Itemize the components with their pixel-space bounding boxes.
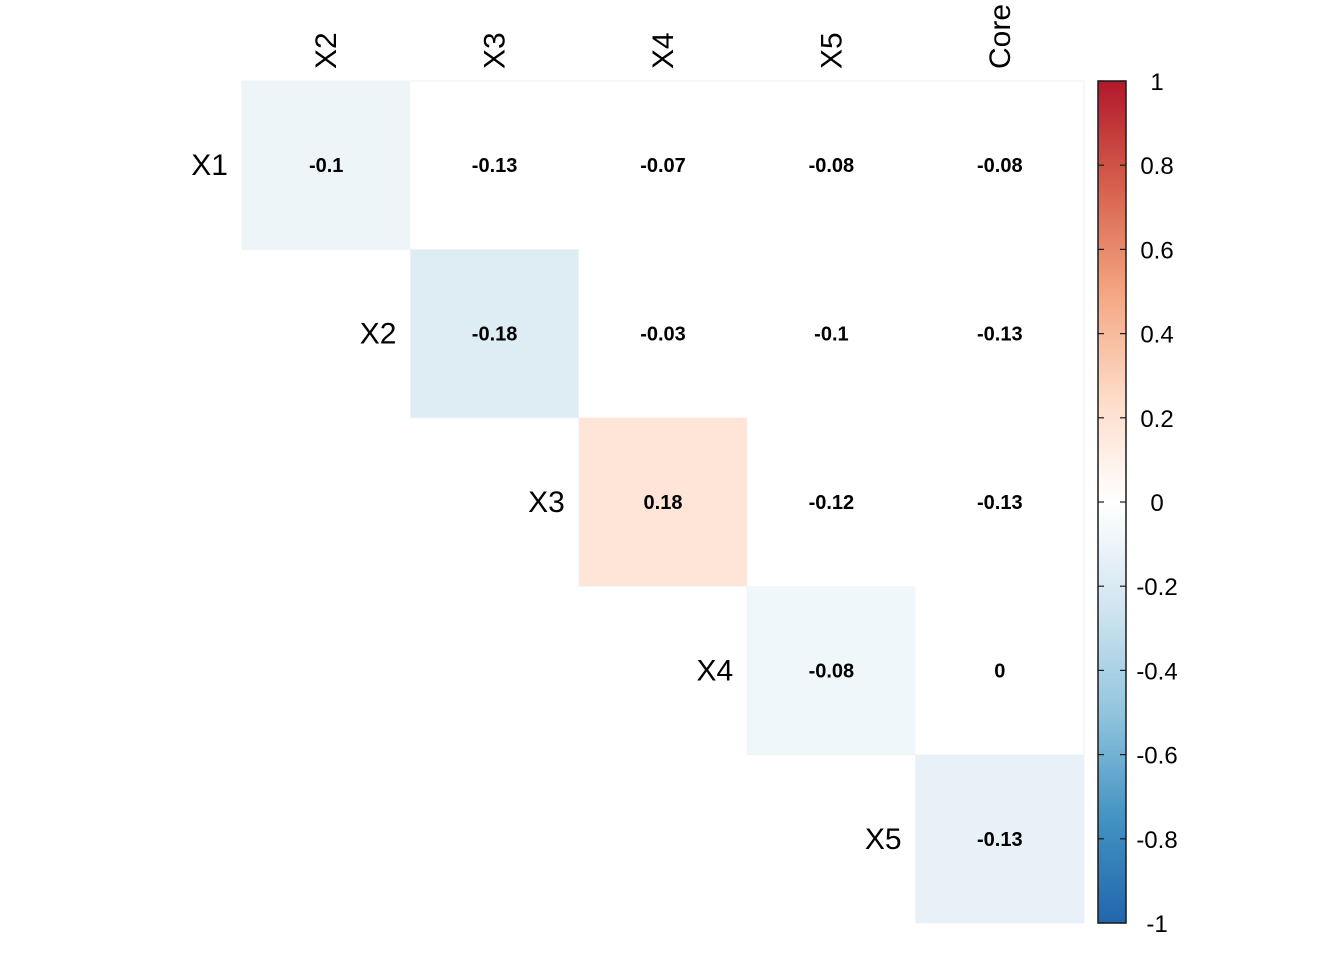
cell-value-label: -0.13 [977,492,1023,514]
row-labels: X1 X2 X3 X4 X5 [191,149,901,856]
cell-value-label: -0.12 [809,492,855,514]
colorbar-tick-label: 0.6 [1140,237,1173,264]
row-label: X2 [360,318,397,351]
heatmap-outline [241,80,1085,924]
row-label: X3 [528,486,565,519]
heatmap-cell [915,417,1084,587]
colorbar-tick-label: 0.2 [1140,406,1173,433]
heatmap-cell [410,249,579,418]
cell-value-label: -0.1 [814,324,848,346]
column-label: X5 [815,32,848,69]
cell-value-label: -0.13 [472,155,518,177]
cell-value-label: 0 [994,660,1005,682]
heatmap-cell [747,417,916,587]
row-label: X5 [865,823,902,856]
heatmap-cell [915,249,1084,418]
colorbar-tick-label: 0.8 [1140,153,1173,180]
colorbar-tick-label: -0.4 [1136,658,1177,685]
heatmap-value-labels: -0.1 -0.13 -0.07 -0.08 -0.08 -0.18 -0.03 -0.1 -0… [309,155,1023,851]
cell-value-label: -0.13 [977,829,1023,851]
heatmap-cell [410,81,579,250]
cell-value-label: -0.08 [809,155,855,177]
cell-value-label: -0.18 [472,324,518,346]
column-label: X3 [479,32,512,69]
heatmap-cell [578,417,748,587]
colorbar-tick-label: -0.6 [1136,743,1177,770]
heatmap-cell [915,754,1084,923]
colorbar: 1 0.8 0.6 0.4 0.2 0 -0.2 -0.4 -0.6 -0.8 -1 [1097,69,1178,938]
cell-value-label: -0.08 [809,660,855,682]
cell-value-label: 0.18 [644,492,683,514]
colorbar-tick-label: -0.2 [1136,574,1177,601]
colorbar-tick-label: -0.8 [1136,827,1177,854]
heatmap-cell [578,249,748,418]
heatmap-border [241,80,1085,924]
cell-value-label: -0.1 [309,155,343,177]
heatmap-cell [915,81,1084,250]
column-labels: X2 X3 X4 X5 Core [310,4,1017,69]
colorbar-tick-label: 0 [1150,490,1163,517]
cell-value-label: -0.13 [977,324,1023,346]
heatmap-cell [242,81,411,250]
cell-value-label: -0.03 [640,324,686,346]
cell-value-label: -0.07 [640,155,686,177]
colorbar-tick-label: 0.4 [1140,322,1173,349]
cell-value-label: -0.08 [977,155,1023,177]
colorbar-tick-label: 1 [1150,69,1163,96]
heatmap-cell [747,249,916,418]
heatmap-cell [578,81,748,250]
row-label: X1 [191,149,228,182]
heatmap-cell [747,81,916,250]
column-label: X2 [310,32,343,69]
heatmap-cell [747,586,916,755]
colorbar-tick-label: -1 [1146,911,1167,938]
column-label: X4 [647,32,680,69]
column-label: Core [984,4,1017,69]
heatmap-cell [915,586,1084,755]
heatmap-cells [242,81,1084,923]
row-label: X4 [696,654,733,687]
